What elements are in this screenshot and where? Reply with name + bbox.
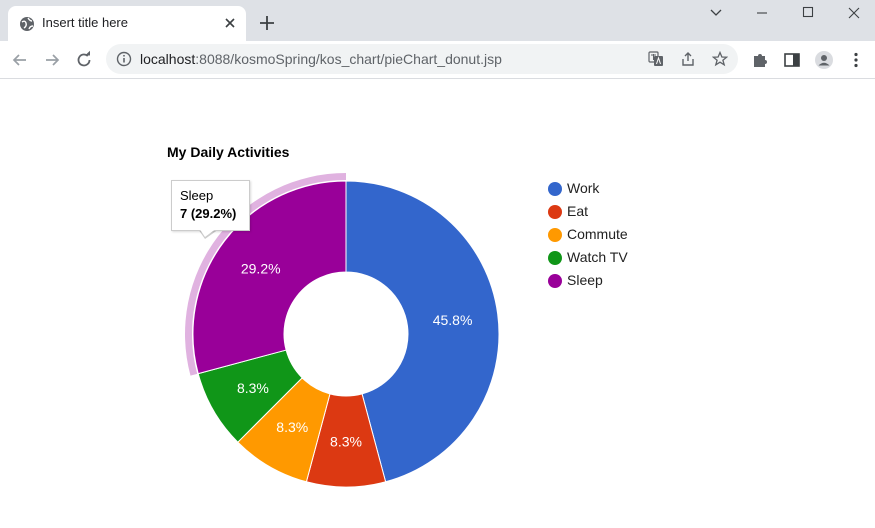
side-panel-icon[interactable] xyxy=(782,50,802,70)
plus-icon[interactable] xyxy=(258,14,276,32)
legend-swatch-sleep xyxy=(548,274,562,288)
slice-label-watch-tv: 8.3% xyxy=(237,380,269,396)
kebab-menu-icon[interactable] xyxy=(846,50,866,70)
legend-label-work: Work xyxy=(567,180,600,196)
legend-swatch-commute xyxy=(548,228,562,242)
url-host: localhost xyxy=(140,51,196,67)
browser-tab[interactable]: Insert title here xyxy=(8,6,246,41)
address-bar[interactable]: localhost:8088/kosmoSpring/kos_chart/pie… xyxy=(106,44,738,74)
slice-label-commute: 8.3% xyxy=(276,419,308,435)
chevron-down-icon[interactable] xyxy=(693,0,739,30)
arrow-left-icon[interactable] xyxy=(10,50,30,70)
legend-label-commute: Commute xyxy=(567,226,628,242)
star-icon[interactable] xyxy=(712,51,728,67)
tab-title: Insert title here xyxy=(42,15,128,30)
legend-label-eat: Eat xyxy=(567,203,589,219)
chart-tooltip: Sleep 7 (29.2%) xyxy=(171,180,250,231)
slice-label-eat: 8.3% xyxy=(330,434,362,450)
close-icon[interactable] xyxy=(222,15,238,31)
translate-icon[interactable] xyxy=(648,51,664,67)
url-path: :8088/kosmoSpring/kos_chart/pieChart_don… xyxy=(195,51,502,67)
slice-work[interactable] xyxy=(345,180,500,483)
reload-icon[interactable] xyxy=(74,50,94,70)
legend-label-sleep: Sleep xyxy=(567,272,603,288)
page-content: My Daily Activities 45.8% 8.3% 8.3% 8.3% 29.… xyxy=(0,79,875,528)
slice-sleep[interactable] xyxy=(192,180,347,375)
arrow-right-icon[interactable] xyxy=(42,50,62,70)
legend-swatch-watch-tv xyxy=(548,251,562,265)
tooltip-arrow-fill xyxy=(199,228,217,237)
info-icon[interactable] xyxy=(116,51,132,67)
browser-toolbar: localhost:8088/kosmoSpring/kos_chart/pie… xyxy=(0,41,875,79)
legend-swatch-eat xyxy=(548,205,562,219)
slice-label-sleep: 29.2% xyxy=(241,261,281,277)
window-close-icon[interactable] xyxy=(829,0,875,30)
minimize-icon[interactable] xyxy=(739,0,785,30)
legend-label-watch-tv: Watch TV xyxy=(567,249,628,265)
chart-title: My Daily Activities xyxy=(167,144,290,160)
tooltip-label: Sleep xyxy=(180,188,214,203)
globe-icon xyxy=(20,17,34,31)
tooltip-value: 7 (29.2%) xyxy=(180,206,237,221)
puzzle-icon[interactable] xyxy=(750,50,770,70)
profile-icon[interactable] xyxy=(814,50,834,70)
donut-chart: 45.8% 8.3% 8.3% 8.3% 29.2% xyxy=(185,173,500,488)
url-text[interactable]: localhost:8088/kosmoSpring/kos_chart/pie… xyxy=(140,51,502,67)
tab-strip: Insert title here xyxy=(0,0,875,41)
maximize-icon[interactable] xyxy=(785,0,831,30)
legend-swatch-work xyxy=(548,182,562,196)
slice-label-work: 45.8% xyxy=(433,312,473,328)
share-icon[interactable] xyxy=(680,51,696,67)
